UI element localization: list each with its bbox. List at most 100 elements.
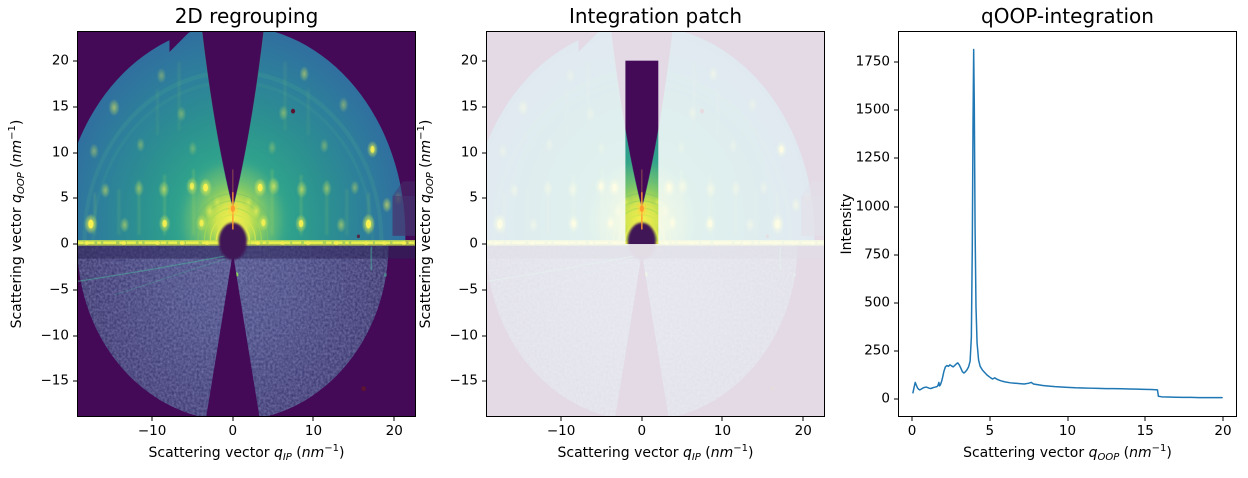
y-tick [482, 289, 486, 291]
y-tick: 0 [469, 235, 478, 252]
y-tick [482, 380, 486, 382]
unit-open: ( [1119, 445, 1130, 461]
ylabel-text: Scattering vector [9, 202, 25, 329]
unit-nm: nm [710, 445, 734, 461]
y-tick: 1750 [855, 53, 890, 70]
unit-exponent: −1 [7, 125, 18, 140]
x-tick [1067, 417, 1068, 421]
y-tick: 1500 [855, 101, 890, 118]
y-tick [894, 302, 898, 304]
unit-close: ) [9, 119, 25, 126]
x-tick [312, 417, 314, 421]
ylabel-text: Scattering vector [418, 202, 434, 329]
y-tick [73, 243, 77, 245]
y-tick: 750 [864, 246, 890, 263]
x-tick: 20 [1214, 423, 1232, 439]
y-tick: −15 [40, 372, 70, 389]
y-tick [894, 254, 898, 256]
y-tick [894, 61, 898, 63]
x-tick [1144, 417, 1146, 421]
heatmap-canvas [487, 32, 824, 416]
y-tick: 5 [60, 190, 69, 207]
x-tick: 5 [985, 423, 995, 439]
x-tick: 0 [907, 423, 917, 439]
y-tick: −10 [449, 327, 479, 344]
y-tick: 20 [460, 52, 478, 69]
patch-x-label: Scattering vector qIP (nm−1) [486, 443, 825, 463]
unit-nm: nm [418, 139, 434, 163]
unit-nm: nm [1129, 445, 1152, 461]
x-tick [721, 417, 723, 421]
integration-x-label: Scattering vector qOOP (nm−1) [898, 443, 1237, 463]
y-tick [73, 60, 77, 62]
panel-title: Integration patch [568, 4, 743, 28]
q-symbol: q [418, 194, 434, 203]
y-tick [73, 289, 77, 291]
y-tick: −10 [40, 327, 70, 344]
regroup-plot-area [77, 31, 416, 417]
xlabel-text: Scattering vector [148, 445, 274, 461]
x-tick [1222, 417, 1224, 421]
y-tick [73, 380, 77, 382]
line-chart-canvas [912, 48, 1223, 399]
y-tick [894, 206, 898, 208]
fade-overlay [487, 32, 824, 416]
q-symbol: q [9, 194, 25, 203]
unit-nm: nm [9, 139, 25, 163]
q-symbol: q [1088, 445, 1098, 461]
y-tick: 500 [864, 294, 890, 311]
y-tick: 15 [460, 98, 478, 115]
integration-y-label: Intensity [839, 84, 857, 364]
y-tick: −5 [49, 281, 69, 298]
x-tick [911, 417, 913, 421]
q-symbol: q [273, 445, 283, 461]
q-subscript: IP [282, 452, 292, 463]
unit-open: ( [9, 162, 25, 173]
regroup-x-label: Scattering vector qIP (nm−1) [77, 443, 416, 463]
regroup-y-label: Scattering vector qOOP (nm−1) [7, 84, 27, 364]
y-tick [482, 243, 486, 245]
patch-plot-area [486, 31, 825, 417]
q-symbol: q [682, 445, 692, 461]
patch-y-axis: −15 −10 −5 0 5 10 15 20 [427, 31, 486, 417]
x-tick: 20 [385, 423, 403, 439]
y-tick: 0 [881, 391, 890, 408]
q-subscript: OOP [1097, 452, 1120, 463]
unit-open: ( [700, 445, 711, 461]
y-tick [73, 335, 77, 337]
y-tick [894, 109, 898, 111]
y-tick [482, 152, 486, 154]
unit-close: ) [1166, 445, 1172, 461]
panel-title: 2D regrouping [174, 4, 319, 28]
x-tick: 0 [228, 423, 238, 439]
y-tick: 10 [460, 144, 478, 161]
unit-exponent: −1 [416, 125, 427, 140]
x-tick: −10 [546, 423, 576, 439]
unit-exponent: −1 [1151, 443, 1167, 454]
y-tick: 250 [864, 342, 890, 359]
y-tick: 15 [51, 98, 69, 115]
patch-y-label: Scattering vector qOOP (nm−1) [416, 84, 436, 364]
unit-open: ( [418, 162, 434, 173]
y-tick: −15 [449, 372, 479, 389]
x-tick: 10 [304, 423, 323, 439]
q-subscript: IP [691, 452, 701, 463]
y-tick: 1000 [855, 198, 890, 215]
x-tick: 20 [794, 423, 812, 439]
unit-nm: nm [301, 445, 325, 461]
xlabel-text: Scattering vector [557, 445, 683, 461]
x-tick [989, 417, 991, 421]
unit-exponent: −1 [324, 443, 340, 454]
heatmap-canvas [78, 32, 415, 416]
regroup-y-axis: −15 −10 −5 0 5 10 15 20 [18, 31, 77, 417]
x-tick [802, 417, 804, 421]
unit-open: ( [291, 445, 302, 461]
x-tick [393, 417, 395, 421]
y-tick: 10 [51, 144, 69, 161]
y-tick: 1250 [855, 150, 890, 167]
integration-x-axis: 0 5 10 15 20 [898, 417, 1237, 439]
panel-title: qOOP-integration [981, 4, 1154, 28]
patch-x-axis: −10 0 10 20 [486, 417, 825, 439]
y-tick [482, 60, 486, 62]
q-subscript: OOP [16, 172, 27, 195]
